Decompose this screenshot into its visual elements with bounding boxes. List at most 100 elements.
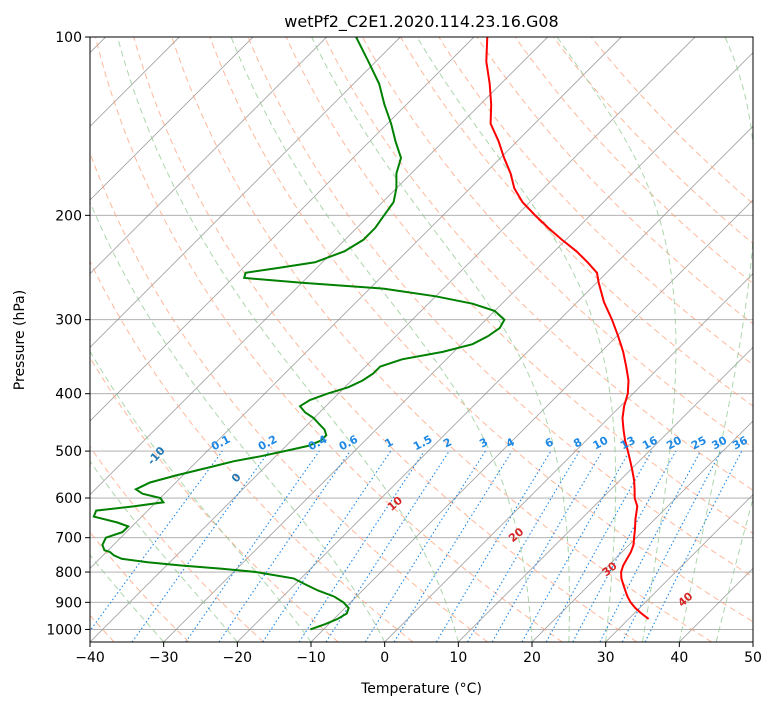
moist-adiabat-line <box>416 37 617 642</box>
y-tick-label: 400 <box>55 387 82 403</box>
dry-adiabat-line <box>90 531 190 642</box>
x-tick-label: 30 <box>597 650 615 666</box>
isotherm-line <box>384 273 753 642</box>
mixing-ratio-line <box>262 450 392 642</box>
mixing-ratio-line <box>393 450 513 642</box>
isotherm-line <box>90 37 327 275</box>
isotherm-line <box>310 199 753 642</box>
dewpoint-profile-line <box>92 37 506 631</box>
mixing-ratio-label: 3 <box>477 435 490 450</box>
y-tick-label: 600 <box>55 491 82 507</box>
y-tick-label: 800 <box>55 565 82 581</box>
x-tick-label: −10 <box>296 650 326 666</box>
mixing-ratio-label: 36 <box>730 434 750 453</box>
mixing-ratio-line <box>90 450 223 632</box>
mixing-ratio-line <box>298 450 425 642</box>
moist-adiabat-line <box>556 37 677 642</box>
mixing-ratio-label: 0.2 <box>256 433 279 454</box>
dry-adiabat-line <box>90 445 264 642</box>
dry-adiabat-line <box>90 260 414 642</box>
moist-adiabat-label: 40 <box>675 589 695 609</box>
dry-adiabat-line <box>247 37 753 578</box>
isotherm-line <box>90 37 254 201</box>
mixing-ratio-label: 16 <box>640 434 660 453</box>
x-tick-label: 40 <box>670 650 688 666</box>
dry-adiabat-line <box>209 37 753 623</box>
mixing-ratio-label: 13 <box>618 434 638 453</box>
line-labels: 0.1 0.2 0.4 0.6 1 1.5 2 3 4 6 8 10 13 16 20 25 30 36-1001… <box>145 433 750 610</box>
moist-adiabat-label: 30 <box>600 559 620 579</box>
isotherm-line <box>752 641 753 642</box>
y-tick-label: 900 <box>55 595 82 611</box>
mixing-ratio-line <box>521 450 630 642</box>
isotherm-line <box>237 125 753 642</box>
mixing-ratio-label: 0.1 <box>209 433 232 454</box>
x-tick-label: 0 <box>380 650 389 666</box>
isotherm-line <box>90 37 696 642</box>
data-series <box>92 37 650 631</box>
isotherm-line <box>90 37 548 496</box>
moist-adiabat-line <box>678 37 753 642</box>
mixing-ratio-line <box>545 450 653 642</box>
mixing-ratio-label: 30 <box>710 434 730 453</box>
chart-title: wetPf2_C2E1.2020.114.23.16.G08 <box>284 12 558 32</box>
dry-adiabat-line <box>514 37 753 285</box>
y-tick-label: 1000 <box>46 622 82 638</box>
isotherm-line <box>90 37 475 422</box>
isotherm-line <box>605 494 753 642</box>
dry-adiabat-line <box>438 37 753 366</box>
mixing-ratio-line <box>364 450 486 642</box>
moist-adiabat-line <box>90 460 238 642</box>
mixing-ratio-label: 10 <box>591 434 611 453</box>
x-axis-label: Temperature (°C) <box>360 681 482 697</box>
dry-adiabat-line <box>323 37 753 491</box>
mixing-ratio-line <box>218 450 351 642</box>
moist-adiabat-label: 20 <box>506 525 526 545</box>
dry-adiabat-line <box>400 37 753 407</box>
moist-adiabat-line <box>311 37 570 642</box>
x-tick-label: 10 <box>449 650 467 666</box>
y-axis-label: Pressure (hPa) <box>12 290 28 390</box>
isotherm-line <box>163 52 753 642</box>
mixing-ratio-label: 25 <box>689 434 709 453</box>
mixing-ratio-line <box>185 450 320 642</box>
temperature-profile-line <box>485 37 650 620</box>
mixing-ratio-label: 1.5 <box>411 433 434 454</box>
dry-adiabat-line <box>552 37 753 245</box>
dry-adiabat-line <box>362 37 753 449</box>
moist-adiabat-line <box>715 496 753 642</box>
dry-adiabat-line <box>476 37 753 325</box>
moist-adiabat-line <box>117 37 459 642</box>
mixing-ratio-line <box>435 450 552 642</box>
x-tick-label: −20 <box>223 650 253 666</box>
moist-adiabat-label: 10 <box>385 494 405 514</box>
background-lines <box>90 37 753 642</box>
dry-adiabat-line <box>95 37 563 642</box>
mixing-ratio-label: 8 <box>571 435 584 450</box>
mixing-ratio-label: 1 <box>383 435 396 450</box>
moist-adiabat-line <box>90 200 386 642</box>
mixing-ratio-label: 20 <box>664 434 684 453</box>
dry-adiabat-line <box>90 356 339 642</box>
x-tick-label: −30 <box>149 650 179 666</box>
moist-adiabat-line <box>90 554 165 642</box>
mixing-ratio-line <box>131 450 270 642</box>
y-tick-label: 300 <box>55 313 82 329</box>
isotherm-line <box>679 567 753 642</box>
y-tick-label: 500 <box>55 444 82 460</box>
y-tick-label: 100 <box>55 30 82 46</box>
mixing-ratio-line <box>325 450 450 642</box>
x-tick-label: −40 <box>75 650 105 666</box>
dry-adiabat-label: -10 <box>145 444 168 468</box>
axes: −40 −30 −20 −10 0 10 20 30 40 50 100 200 300 400 500 60… <box>46 30 762 666</box>
mixing-ratio-line <box>467 450 580 642</box>
isotherm-line <box>90 37 401 348</box>
y-tick-label: 200 <box>55 208 82 224</box>
x-tick-label: 50 <box>744 650 762 666</box>
dry-adiabat-line <box>90 151 488 642</box>
y-tick-label: 700 <box>55 531 82 547</box>
dry-adiabat-line <box>133 37 638 642</box>
mixing-ratio-line <box>491 450 603 642</box>
mixing-ratio-line <box>572 450 677 642</box>
